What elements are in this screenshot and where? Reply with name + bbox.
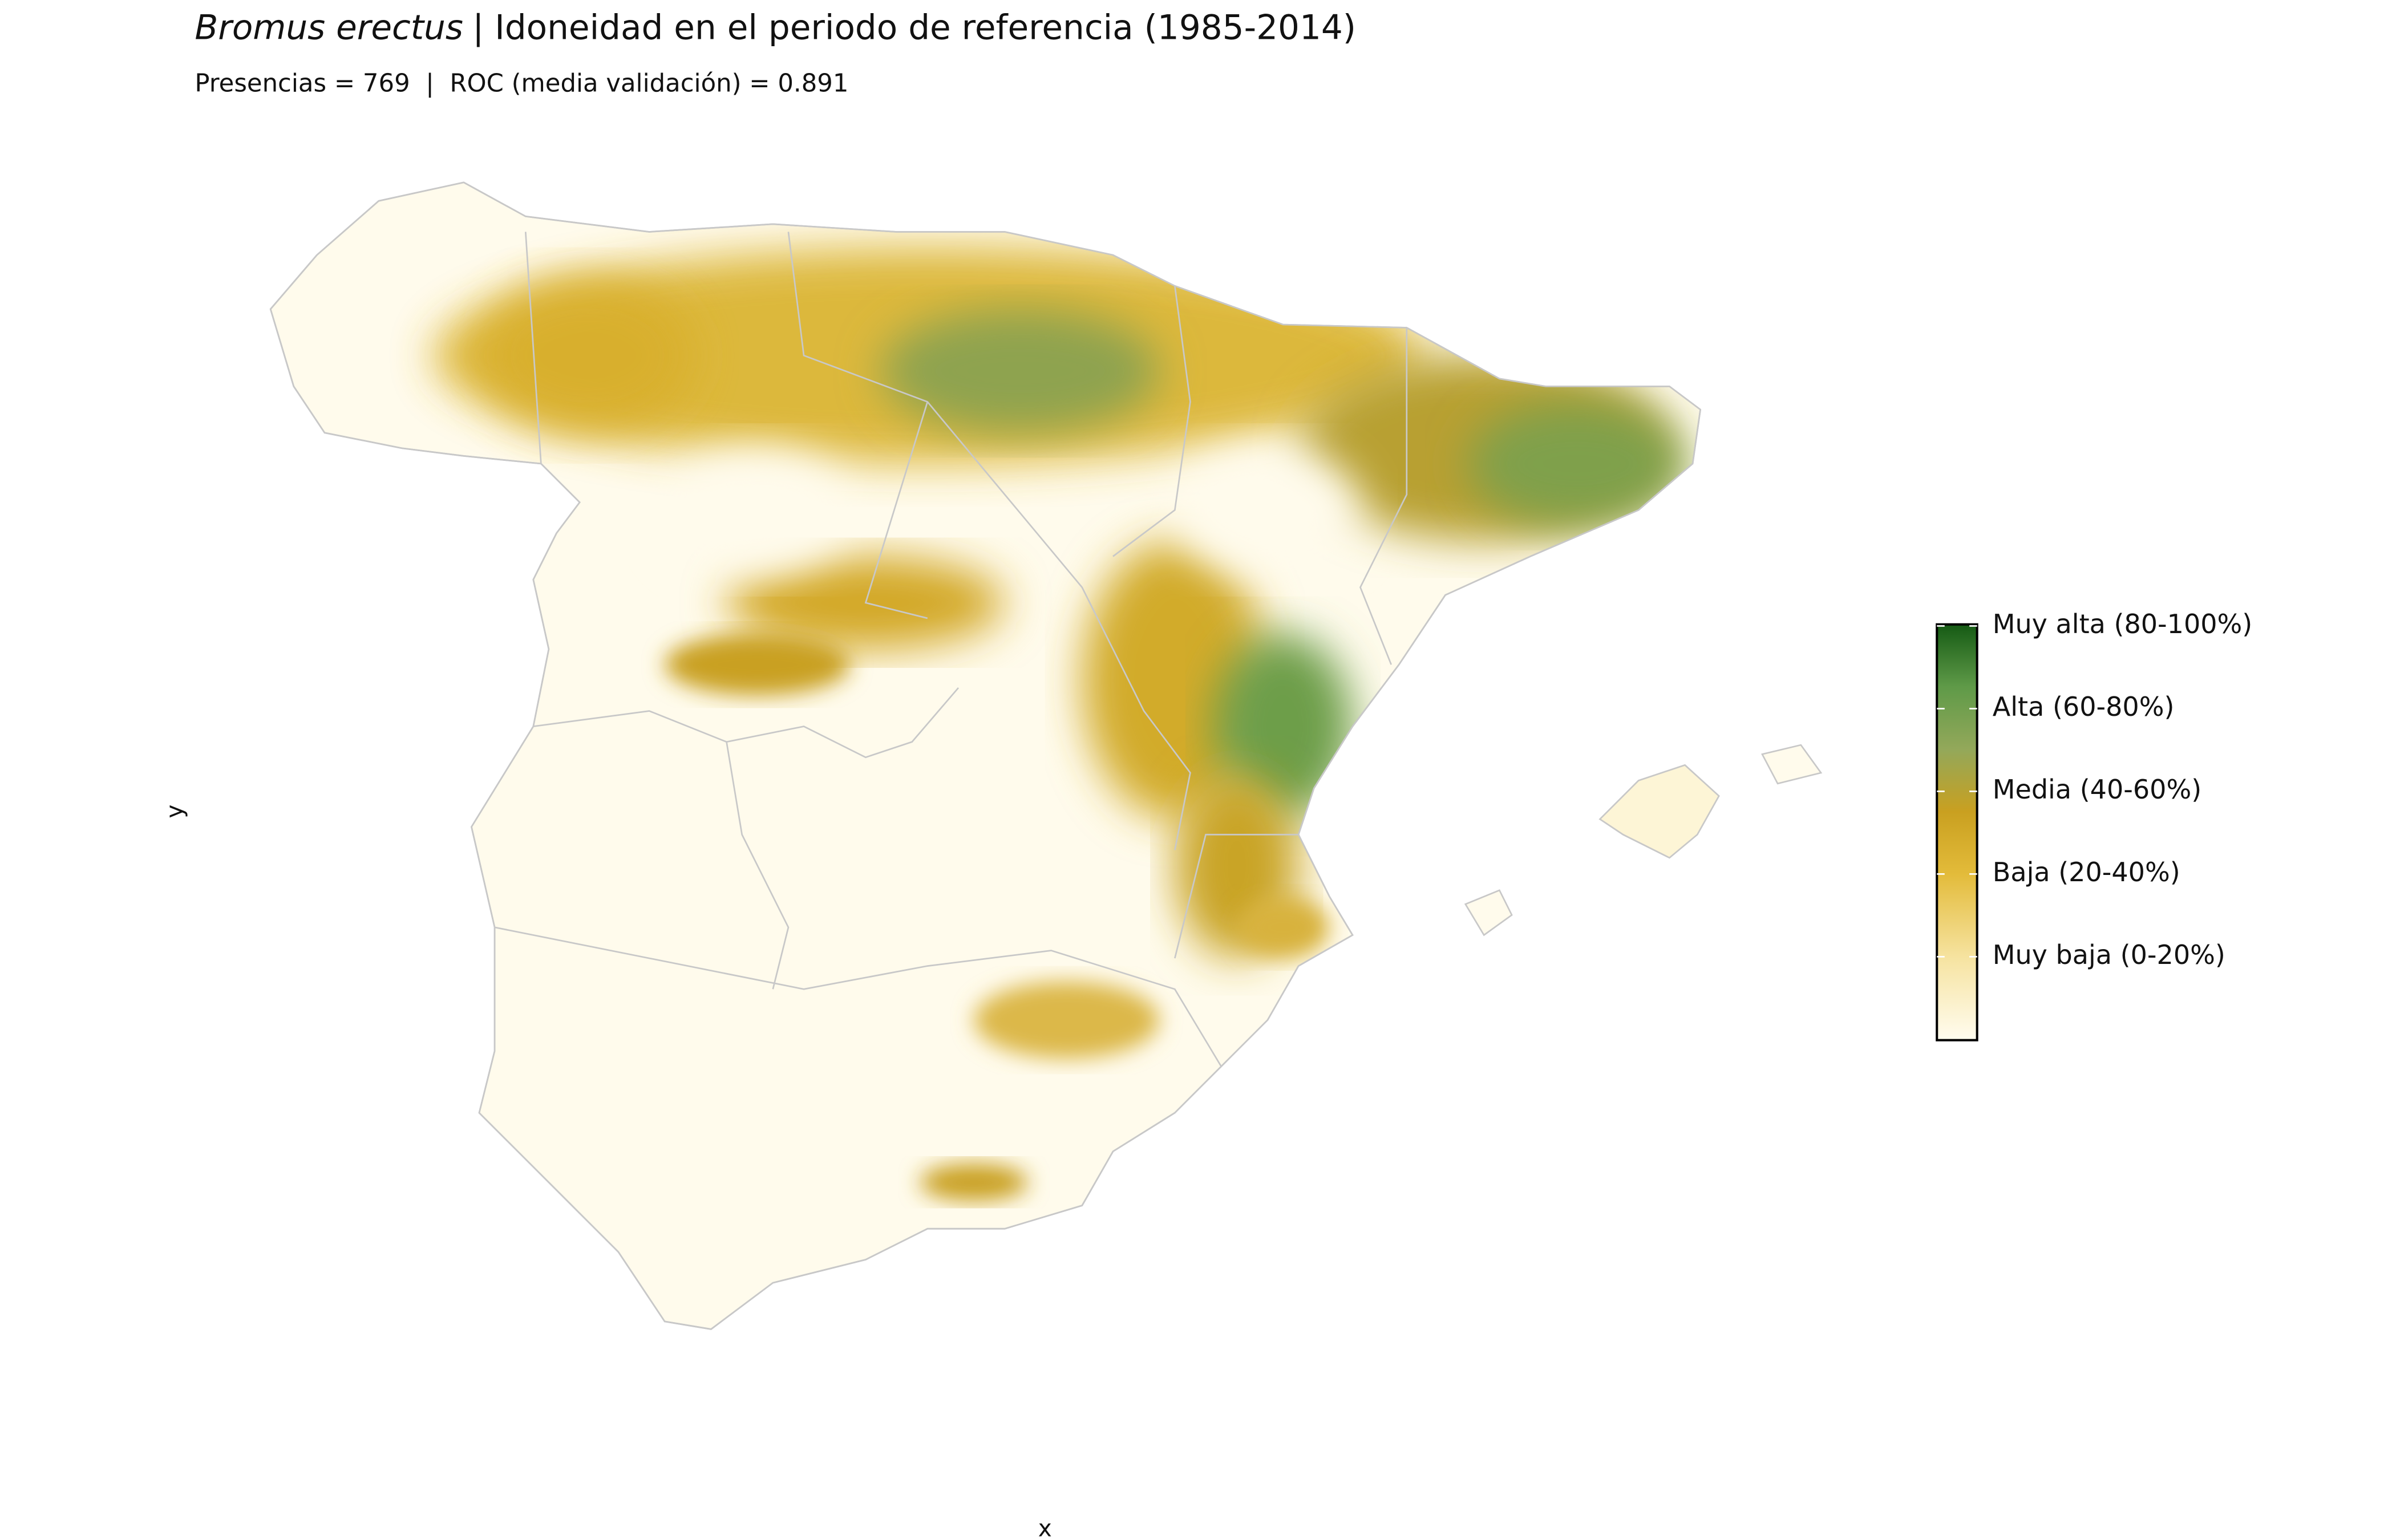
island bbox=[1464, 889, 1513, 937]
legend-label: Baja (20-40%) bbox=[1993, 857, 2180, 887]
subtitle: Presencias = 769 | ROC (media validación… bbox=[195, 70, 848, 98]
title: Bromus erectus | Idoneidad en el periodo … bbox=[195, 8, 1356, 47]
suitability-raster bbox=[432, 247, 1685, 1201]
legend-label: Muy baja (0-20%) bbox=[1993, 939, 2225, 970]
x-axis-label: x bbox=[1038, 1515, 1052, 1540]
island bbox=[1761, 744, 1823, 785]
island bbox=[1598, 764, 1720, 859]
region-borders bbox=[494, 232, 1408, 1067]
legend: Muy alta (80-100%) Alta (60-80%) Media (40… bbox=[1936, 609, 2252, 1041]
title-species: Bromus erectus bbox=[195, 8, 463, 47]
map bbox=[269, 181, 1823, 1330]
legend-label: Muy alta (80-100%) bbox=[1993, 609, 2252, 639]
colorbar bbox=[1936, 623, 1978, 1041]
y-axis-label: y bbox=[161, 805, 188, 818]
legend-label: Media (40-60%) bbox=[1993, 774, 2201, 805]
legend-label: Alta (60-80%) bbox=[1993, 691, 2175, 722]
title-text: | Idoneidad en el periodo de referencia … bbox=[472, 8, 1356, 47]
